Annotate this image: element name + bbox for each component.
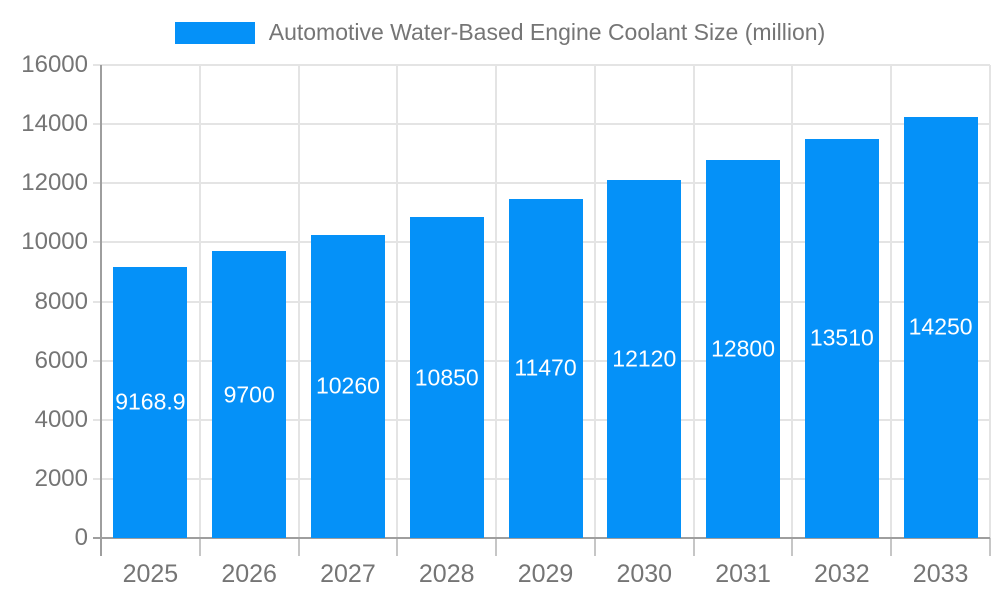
x-axis-tick-label: 2029 [517,560,574,588]
bar-value-label: 10260 [315,372,380,399]
gridline-vertical [791,65,794,538]
bar-2033[interactable] [903,116,978,538]
bar-value-label: 12800 [711,335,776,362]
bar-2027[interactable] [310,234,385,538]
x-axis-tick [593,538,596,556]
x-axis-tick-label: 2028 [418,560,475,588]
y-axis-tick-label: 4000 [34,405,88,433]
bar-2026[interactable] [212,251,287,538]
gridline-horizontal [93,182,990,185]
bar-2025[interactable] [113,266,188,538]
x-axis-line [93,537,990,539]
gridline-horizontal [93,64,990,66]
y-axis-tick-label: 2000 [34,464,88,492]
x-axis-tick [495,538,498,556]
bar-value-label: 10850 [414,364,479,391]
gridline-vertical [989,65,991,538]
y-axis-tick-label: 0 [74,524,88,551]
x-axis-tick-label: 2030 [616,560,673,588]
bar-2032[interactable] [804,138,879,538]
x-axis-tick [198,538,201,556]
gridline-horizontal [93,123,990,126]
y-axis-tick-label: 10000 [21,228,88,256]
x-axis-tick-label: 2025 [122,560,179,588]
x-axis-tick [791,538,794,556]
x-axis-tick-label: 2027 [320,560,376,588]
y-axis-tick-label: 12000 [21,169,88,197]
y-axis-tick-label: 6000 [34,346,88,374]
bar-2028[interactable] [409,217,484,538]
x-axis-tick [989,538,991,556]
legend-swatch [174,21,255,44]
x-axis-tick [297,538,300,556]
bar-2031[interactable] [706,159,781,538]
bar-value-label: 11470 [514,354,577,381]
bar-value-label: 9700 [223,381,275,408]
gridline-vertical [198,65,201,538]
x-axis-tick [396,538,399,556]
bar-2029[interactable] [508,198,583,538]
y-axis-tick-label: 8000 [34,287,88,315]
gridline-vertical [297,65,300,538]
bar-value-label: 14250 [908,313,973,340]
x-axis-tick [692,538,695,556]
gridline-vertical [890,65,893,538]
x-axis-tick [890,538,893,556]
x-axis-tick-label: 2032 [814,560,870,588]
x-axis-tick-label: 2026 [221,560,277,588]
y-axis-tick-label: 16000 [21,51,88,78]
gridline-vertical [593,65,596,538]
legend[interactable]: Automotive Water-Based Engine Coolant Si… [0,17,1000,48]
x-axis-tick-label: 2033 [912,560,969,588]
bar-value-label: 13510 [809,324,874,351]
bar-value-label: 9168.9 [115,388,186,415]
bar-value-label: 12120 [612,345,677,372]
legend-label: Automotive Water-Based Engine Coolant Si… [268,19,826,45]
gridline-vertical [495,65,498,538]
y-axis-tick-label: 14000 [21,110,88,138]
x-axis-tick-label: 2031 [715,560,771,588]
gridline-vertical [396,65,399,538]
bar-2030[interactable] [607,179,682,538]
y-axis-line [100,65,102,556]
gridline-vertical [692,65,695,538]
